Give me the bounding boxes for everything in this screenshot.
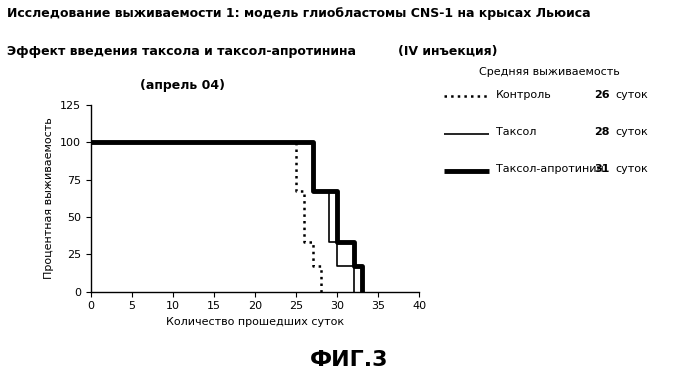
Text: 28: 28 xyxy=(594,127,610,137)
Text: Таксол: Таксол xyxy=(496,127,537,137)
Text: суток: суток xyxy=(615,127,648,137)
Text: Средняя выживаемость: Средняя выживаемость xyxy=(479,67,619,77)
Text: Исследование выживаемости 1: модель глиобластомы CNS-1 на крысах Льюиса: Исследование выживаемости 1: модель глио… xyxy=(7,7,591,21)
Text: суток: суток xyxy=(615,165,648,174)
Y-axis label: Процентная выживаемость: Процентная выживаемость xyxy=(45,117,55,279)
Text: Таксол-апротинин: Таксол-апротинин xyxy=(496,165,604,174)
X-axis label: Количество прошедших суток: Количество прошедших суток xyxy=(166,317,344,327)
Text: (апрель 04): (апрель 04) xyxy=(140,79,225,92)
Text: суток: суток xyxy=(615,90,648,99)
Text: Контроль: Контроль xyxy=(496,90,552,99)
Text: ФИГ.3: ФИГ.3 xyxy=(310,350,389,370)
Text: (IV инъекция): (IV инъекция) xyxy=(398,45,498,58)
Text: 31: 31 xyxy=(594,165,610,174)
Text: 26: 26 xyxy=(594,90,610,99)
Text: Эффект введения таксола и таксол-апротинина: Эффект введения таксола и таксол-апротин… xyxy=(7,45,356,58)
